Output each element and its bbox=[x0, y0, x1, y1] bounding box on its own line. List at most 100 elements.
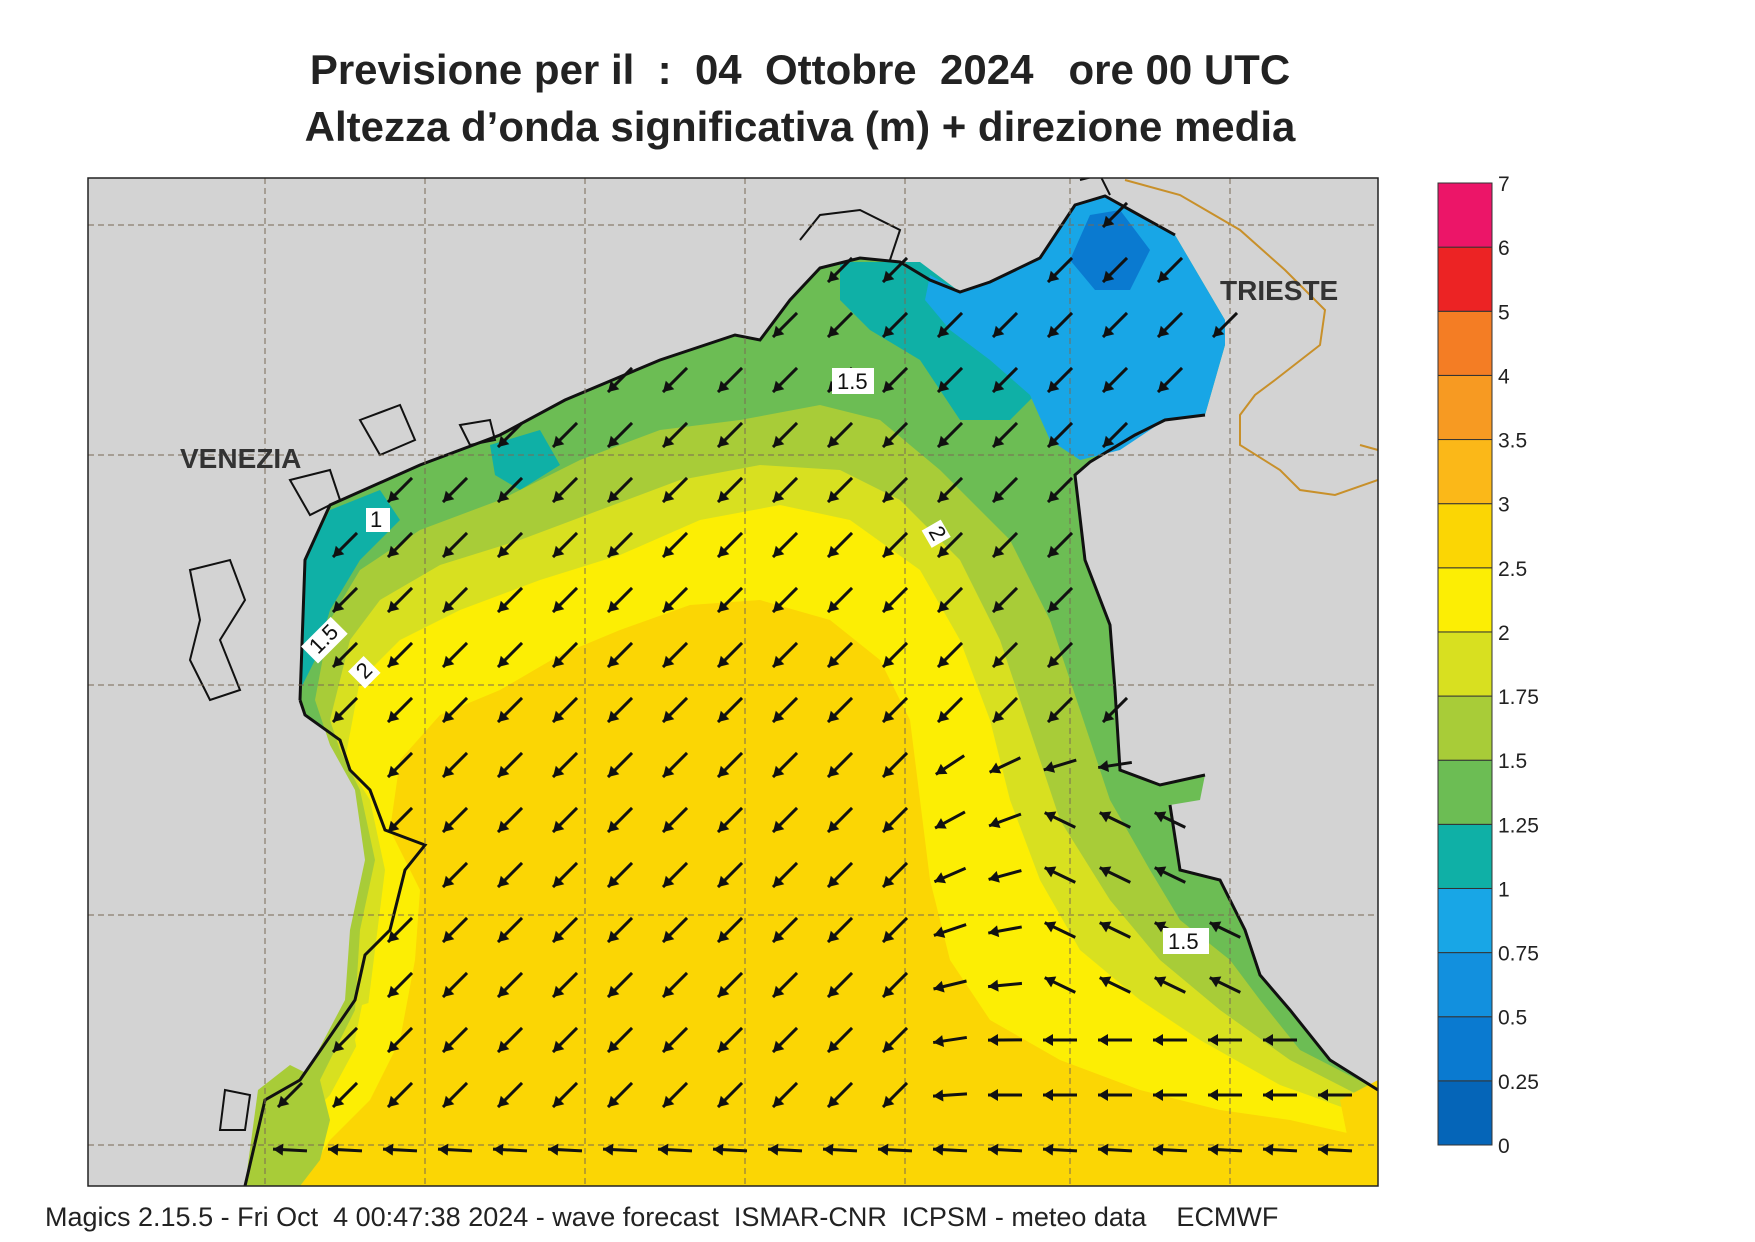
wave-direction-arrowhead bbox=[1098, 760, 1109, 772]
wave-direction-arrowhead bbox=[658, 1143, 669, 1156]
wave-direction-arrowhead bbox=[277, 1095, 290, 1108]
wave-direction-arrowhead bbox=[717, 655, 730, 668]
wave-direction-arrowhead bbox=[552, 600, 565, 613]
national-border bbox=[1359, 444, 1379, 451]
map-frame bbox=[87, 177, 1379, 1187]
wave-direction-arrowhead bbox=[933, 1035, 944, 1047]
wave-direction-arrowhead bbox=[497, 1040, 510, 1053]
wave-direction-arrowhead bbox=[1047, 655, 1060, 668]
wave-direction-arrowhead bbox=[1047, 600, 1060, 613]
colorbar-swatch bbox=[1437, 246, 1493, 312]
wave-direction-arrowhead bbox=[1154, 811, 1167, 823]
wave-direction-arrowhead bbox=[992, 545, 1005, 558]
wave-direction-arrowhead bbox=[1098, 1143, 1109, 1156]
wave-direction-arrowhead bbox=[933, 1143, 944, 1156]
colorbar-swatch bbox=[1437, 1016, 1493, 1082]
wave-direction-arrowhead bbox=[332, 710, 345, 723]
wave-direction-arrowhead bbox=[1099, 976, 1112, 988]
colorbar-tick-label: 1.25 bbox=[1498, 814, 1539, 837]
wave-direction-arrowhead bbox=[552, 1040, 565, 1053]
wave-direction-arrowhead bbox=[1098, 1034, 1108, 1046]
wave-direction-arrowhead bbox=[387, 490, 400, 503]
wave-direction-arrowhead bbox=[1047, 545, 1060, 558]
wave-direction-arrowhead bbox=[497, 985, 510, 998]
wave-direction-arrowhead bbox=[442, 655, 455, 668]
wave-direction-arrowhead bbox=[768, 1143, 779, 1156]
wave-direction-arrowhead bbox=[882, 875, 895, 888]
colorbar: 0 0.25 0.5 0.75 1 1.25 1.5 1.75 2 2.5 3 3.5 4 5 6 7 bbox=[1437, 173, 1539, 1158]
wave-direction-arrowhead bbox=[497, 490, 510, 503]
wave-direction-arrowhead bbox=[1318, 1089, 1328, 1101]
wave-direction-arrowhead bbox=[1047, 710, 1060, 723]
wave-direction-arrowhead bbox=[827, 765, 840, 778]
wave-direction-arrowhead bbox=[988, 925, 1000, 938]
colorbar-tick-label: 1 bbox=[1498, 878, 1510, 901]
wave-direction-arrowhead bbox=[827, 655, 840, 668]
wave-direction-arrowhead bbox=[882, 600, 895, 613]
wave-direction-arrowhead bbox=[882, 490, 895, 503]
wave-direction-arrowhead bbox=[772, 820, 785, 833]
wave-direction-arrowhead bbox=[332, 1095, 345, 1108]
wave-direction-arrowhead bbox=[438, 1143, 449, 1156]
wave-direction-arrowhead bbox=[882, 985, 895, 998]
wave-direction-arrowhead bbox=[937, 490, 950, 503]
wave-direction-arrowhead bbox=[989, 816, 1001, 829]
wave-direction-arrowhead bbox=[717, 710, 730, 723]
wave-direction-arrowhead bbox=[717, 930, 730, 943]
wave-direction-arrowhead bbox=[1157, 325, 1170, 338]
band-1-1.25 bbox=[490, 430, 560, 490]
wave-direction-arrowhead bbox=[387, 930, 400, 943]
wave-direction-arrowhead bbox=[1153, 1143, 1164, 1156]
wave-direction-arrowhead bbox=[1208, 1034, 1218, 1046]
wave-direction-arrowhead bbox=[772, 875, 785, 888]
wave-direction-arrowhead bbox=[1153, 1034, 1163, 1046]
wave-direction-arrowhead bbox=[328, 1143, 339, 1156]
wave-direction-arrowhead bbox=[497, 435, 510, 448]
wave-direction-arrowhead bbox=[607, 655, 620, 668]
wave-direction-arrowhead bbox=[935, 763, 948, 775]
wave-direction-arrowhead bbox=[383, 1143, 394, 1156]
wave-direction-arrowhead bbox=[717, 985, 730, 998]
wave-direction-arrowhead bbox=[882, 545, 895, 558]
wave-direction-arrowhead bbox=[552, 930, 565, 943]
wave-direction-arrowhead bbox=[332, 655, 345, 668]
wave-direction-arrowhead bbox=[882, 765, 895, 778]
wave-direction-arrowhead bbox=[607, 380, 620, 393]
wave-direction-arrowhead bbox=[1209, 976, 1222, 988]
colorbar-tick-label: 3.5 bbox=[1498, 430, 1527, 453]
wave-direction-arrowhead bbox=[1102, 270, 1115, 283]
wave-direction-arrowhead bbox=[607, 1095, 620, 1108]
wave-direction-arrowhead bbox=[1099, 811, 1112, 823]
wave-direction-arrowhead bbox=[717, 820, 730, 833]
wave-direction-arrowhead bbox=[1102, 710, 1115, 723]
wave-direction-arrowhead bbox=[717, 1040, 730, 1053]
wave-direction-arrowhead bbox=[772, 655, 785, 668]
wave-direction-arrowhead bbox=[772, 985, 785, 998]
wave-direction-arrowhead bbox=[1212, 325, 1225, 338]
wave-direction-arrowhead bbox=[442, 820, 455, 833]
title-line-2: Altezza d’onda significativa (m) + direz… bbox=[304, 103, 1296, 150]
wave-direction-arrowhead bbox=[1098, 1089, 1108, 1101]
wave-direction-arrowhead bbox=[497, 710, 510, 723]
wave-direction-arrowhead bbox=[937, 545, 950, 558]
wave-direction-arrowhead bbox=[548, 1143, 559, 1156]
wave-direction-arrowhead bbox=[772, 490, 785, 503]
wave-direction-arrowhead bbox=[933, 1089, 944, 1102]
wave-direction-arrowhead bbox=[772, 545, 785, 558]
wave-direction-arrowhead bbox=[497, 820, 510, 833]
wave-direction-arrowhead bbox=[1043, 761, 1056, 773]
wave-direction-arrowhead bbox=[662, 490, 675, 503]
wave-direction-arrowhead bbox=[607, 820, 620, 833]
wave-direction-arrowhead bbox=[937, 435, 950, 448]
wave-direction-arrowhead bbox=[827, 1040, 840, 1053]
wave-direction-arrowhead bbox=[882, 930, 895, 943]
contour-label: 1 bbox=[370, 507, 382, 532]
wave-direction-arrowhead bbox=[603, 1143, 614, 1156]
coastline bbox=[188, 178, 1378, 1186]
wave-direction-arrowhead bbox=[1154, 976, 1167, 988]
wave-direction-arrowhead bbox=[772, 1095, 785, 1108]
wave-direction-arrowhead bbox=[442, 765, 455, 778]
wave-direction-arrowhead bbox=[937, 380, 950, 393]
colorbar-tick-label: 0.25 bbox=[1498, 1071, 1539, 1094]
wave-direction-arrowhead bbox=[1102, 215, 1115, 228]
